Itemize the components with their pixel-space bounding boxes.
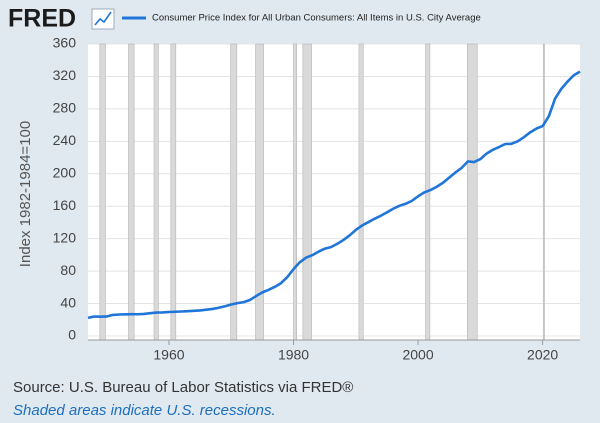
recession-band bbox=[302, 43, 312, 341]
legend-label: Consumer Price Index for All Urban Consu… bbox=[152, 13, 481, 24]
recession-band bbox=[99, 43, 106, 341]
x-tick-label: 1960 bbox=[153, 347, 184, 363]
note: Shaded areas indicate U.S. recessions. bbox=[13, 402, 276, 419]
y-tick-label: 200 bbox=[53, 164, 77, 180]
y-tick-label: 280 bbox=[53, 100, 77, 116]
y-tick-label: 0 bbox=[68, 327, 76, 343]
recession-band bbox=[293, 43, 297, 341]
y-tick-label: 120 bbox=[53, 229, 77, 245]
y-tick-label: 320 bbox=[53, 67, 77, 83]
recession-band bbox=[170, 43, 177, 341]
recession-band bbox=[230, 43, 238, 341]
recession-band bbox=[128, 43, 135, 341]
recession-band bbox=[542, 43, 545, 341]
plot-area bbox=[88, 44, 580, 340]
y-tick-label: 160 bbox=[53, 197, 77, 213]
recession-band bbox=[466, 43, 478, 341]
recession-band bbox=[153, 43, 159, 341]
data-line bbox=[87, 70, 581, 320]
source: Source: U.S. Bureau of Labor Statistics … bbox=[13, 379, 353, 396]
x-tick-label: 1980 bbox=[278, 347, 309, 363]
recession-band bbox=[358, 43, 364, 341]
y-tick-label: 80 bbox=[60, 262, 76, 278]
y-axis-label: Index 1982-1984=100 bbox=[17, 121, 34, 267]
y-tick-label: 40 bbox=[60, 294, 76, 310]
logo-icon bbox=[91, 8, 115, 30]
brand-logo: FRED bbox=[8, 5, 76, 33]
x-tick-label: 2000 bbox=[402, 347, 433, 363]
x-tick-label: 2020 bbox=[527, 347, 558, 363]
y-tick-label: 360 bbox=[53, 35, 77, 51]
y-tick-label: 240 bbox=[53, 132, 77, 148]
